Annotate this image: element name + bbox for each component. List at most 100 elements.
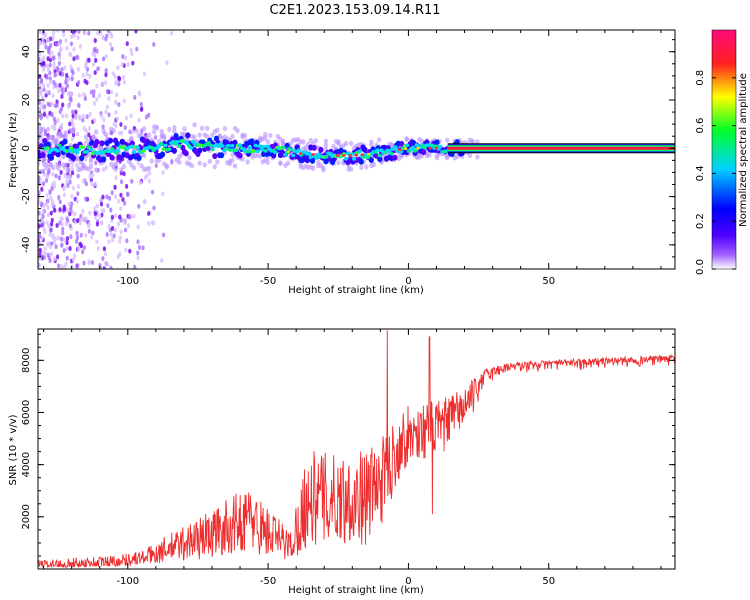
noise-pixel [52, 30, 56, 36]
noise-pixel [88, 111, 92, 117]
halo-pixel [336, 139, 341, 145]
colorbar-tick-label: 0.8 [695, 70, 706, 86]
noise-pixel [68, 51, 72, 57]
noise-pixel [46, 101, 50, 107]
noise-pixel [68, 211, 72, 217]
halo-pixel [316, 159, 321, 165]
halo-pixel [106, 144, 111, 150]
noise-pixel [45, 89, 49, 95]
noise-pixel [106, 203, 110, 209]
noise-pixel [136, 239, 140, 245]
hot-pixel [416, 146, 420, 150]
halo-pixel [40, 157, 46, 163]
noise-pixel [52, 61, 56, 67]
core-pixel [430, 143, 435, 148]
noise-pixel [56, 30, 60, 33]
halo-pixel [146, 132, 152, 138]
noise-pixel [161, 191, 165, 197]
noise-pixel [113, 74, 117, 80]
core-pixel [129, 144, 135, 149]
noise-pixel [69, 64, 73, 70]
noise-pixel [56, 235, 60, 241]
noise-pixel [92, 93, 96, 99]
core-pixel [265, 144, 270, 149]
noise-pixel [102, 117, 106, 122]
core-pixel [245, 149, 251, 154]
noise-pixel [71, 132, 76, 138]
noise-pixel [60, 221, 64, 227]
noise-pixel [113, 228, 117, 233]
colorbar-tick-label: 0.2 [695, 213, 706, 229]
noise-pixel [62, 237, 66, 243]
core-pixel [141, 149, 146, 153]
noise-pixel [122, 98, 126, 104]
core-pixel [375, 148, 380, 152]
noise-pixel [75, 198, 79, 204]
halo-pixel [265, 139, 271, 145]
noise-pixel [93, 70, 97, 76]
halo-pixel [111, 128, 116, 134]
noise-pixel [48, 244, 52, 250]
noise-pixel [68, 223, 72, 229]
noise-pixel [132, 213, 136, 219]
ridge-pixel [232, 139, 238, 146]
noise-pixel [136, 250, 140, 256]
noise-pixel [124, 247, 128, 253]
noise-pixel [76, 35, 80, 41]
noise-pixel [161, 170, 165, 175]
halo-pixel [278, 160, 283, 166]
noise-pixel [109, 207, 113, 213]
core-pixel [377, 153, 382, 158]
noise-pixel [41, 40, 46, 46]
halo-pixel [199, 125, 205, 131]
halo-pixel [53, 140, 58, 147]
noise-pixel [70, 136, 75, 142]
noise-pixel [114, 109, 118, 115]
noise-pixel [104, 68, 108, 73]
noise-pixel [82, 245, 87, 250]
halo-pixel [134, 128, 139, 134]
noise-pixel [95, 83, 99, 89]
halo-pixel [151, 129, 157, 135]
core-pixel [208, 143, 213, 148]
noise-pixel [38, 200, 41, 205]
noise-pixel [52, 184, 57, 189]
snr-xlabel: Height of straight line (km) [288, 585, 424, 596]
noise-pixel [114, 194, 118, 200]
noise-pixel [138, 91, 142, 97]
halo-pixel [321, 167, 326, 173]
noise-pixel [119, 179, 124, 185]
noise-pixel [50, 112, 54, 118]
noise-pixel [147, 178, 151, 184]
halo-pixel [202, 162, 207, 168]
noise-pixel [117, 130, 122, 136]
noise-pixel [49, 79, 53, 85]
noise-pixel [107, 96, 111, 101]
noise-pixel [52, 180, 56, 186]
noise-pixel [147, 211, 151, 216]
noise-pixel [121, 54, 125, 59]
noise-pixel [110, 190, 114, 196]
noise-pixel [125, 238, 129, 244]
core-pixel [290, 153, 296, 158]
halo-pixel [177, 159, 182, 165]
halo-pixel [103, 132, 109, 138]
noise-pixel [60, 94, 64, 99]
noise-pixel [110, 237, 115, 243]
noise-pixel [57, 61, 62, 66]
noise-pixel [69, 34, 74, 39]
core-pixel [257, 144, 262, 149]
noise-pixel [41, 95, 45, 101]
ridge-pixel [311, 144, 317, 151]
noise-pixel [110, 214, 115, 220]
noise-pixel [100, 81, 105, 87]
ridge-pixel [212, 153, 218, 160]
ridge-pixel [197, 147, 203, 154]
noise-pixel [123, 220, 127, 226]
core-pixel [263, 149, 268, 153]
noise-pixel [70, 193, 74, 199]
noise-pixel [160, 258, 164, 263]
noise-pixel [46, 67, 51, 73]
ridge-pixel [362, 146, 368, 153]
noise-pixel [60, 87, 64, 92]
